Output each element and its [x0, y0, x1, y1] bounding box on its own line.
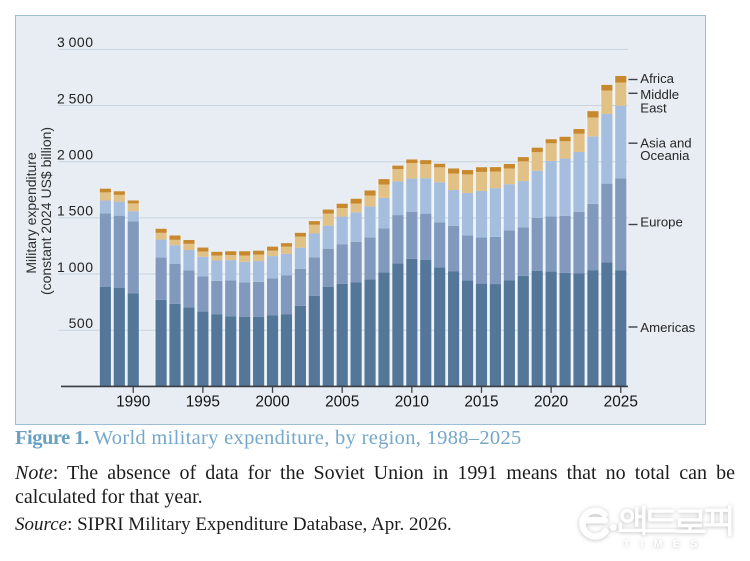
svg-text:2 000: 2 000 [57, 147, 93, 163]
svg-text:1995: 1995 [186, 394, 220, 411]
svg-text:2 500: 2 500 [57, 90, 93, 106]
svg-text:Europe: Europe [640, 214, 683, 229]
svg-text:2005: 2005 [325, 394, 359, 411]
svg-text:Asia and: Asia and [640, 136, 691, 151]
svg-text:TIMES: TIMES [624, 539, 708, 550]
svg-text:2025: 2025 [604, 394, 638, 411]
svg-text:2020: 2020 [534, 394, 568, 411]
svg-text:Middle: Middle [640, 87, 679, 102]
svg-text:East: East [640, 100, 667, 115]
svg-text:3 000: 3 000 [57, 34, 93, 50]
svg-text:Americas: Americas [640, 320, 695, 335]
svg-text:1990: 1990 [116, 394, 150, 411]
svg-text:Africa: Africa [640, 71, 674, 86]
svg-text:Military expenditure (consta: Military expenditure (constant 2024 US$ … [23, 127, 54, 295]
svg-text:1 500: 1 500 [57, 203, 93, 219]
svg-text:1 000: 1 000 [57, 259, 93, 275]
svg-text:2000: 2000 [255, 394, 289, 411]
svg-text:2015: 2015 [464, 394, 498, 411]
svg-text:Oceania: Oceania [640, 148, 690, 163]
svg-text:2010: 2010 [395, 394, 429, 411]
svg-text:500: 500 [69, 315, 94, 331]
